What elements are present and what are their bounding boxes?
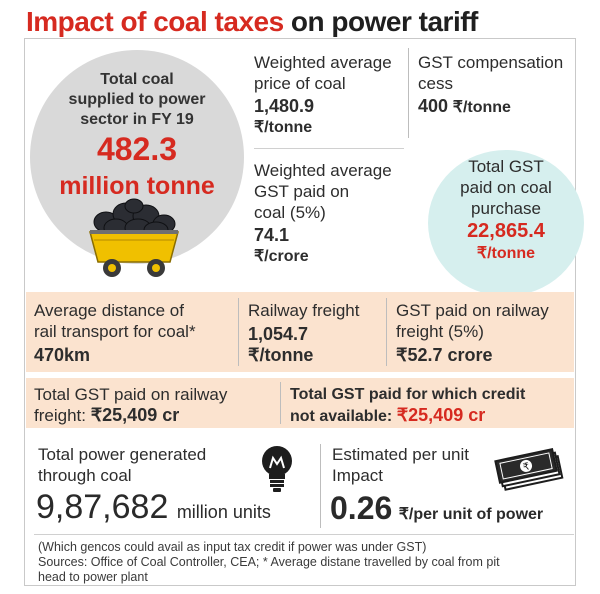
total-gst-railway-value: ₹25,409 cr [90, 405, 180, 425]
gst-cess-value: 400 [418, 96, 449, 116]
total-gst-coal-block: Total GST paid on coal purchase 22,865.4… [430, 156, 582, 264]
gst-no-credit-label-1: Total GST paid for which credit [290, 386, 526, 403]
weighted-gst-label-2: GST paid on [254, 182, 350, 201]
total-gst-railway-label-2: freight: [34, 406, 91, 425]
avg-distance-value: 470km [34, 345, 91, 365]
coal-supplied-value: 482.3 [96, 131, 178, 167]
total-gst-railway-label-1: Total GST paid on railway [34, 385, 228, 404]
gst-no-credit-label-2: not available: [290, 408, 397, 425]
rail-transport-band [26, 292, 574, 372]
total-gst-coal-label-3: purchase [471, 199, 541, 218]
avg-distance-label-2: rail transport for coal* [34, 322, 196, 341]
per-unit-impact-label-2: Impact [332, 466, 384, 485]
gst-cess-label-1: GST compensation [418, 53, 564, 72]
divider-band-2 [386, 298, 387, 366]
coal-cart-icon [86, 198, 182, 280]
power-generated-value-row: 9,87,682 million units [36, 488, 271, 526]
coal-supplied-label-1: Total coal [100, 71, 174, 88]
weighted-price-block: Weighted average price of coal 1,480.9 ₹… [254, 52, 392, 138]
gst-cess-unit: ₹/tonne [452, 99, 511, 116]
railway-freight-value: 1,054.7 [248, 324, 309, 344]
railway-freight-unit: ₹/tonne [248, 345, 314, 365]
gst-railway-label-2: freight (5%) [396, 322, 484, 341]
footnotes: (Which gencos could avail as input tax c… [38, 540, 500, 585]
gst-railway-block: GST paid on railway freight (5%) ₹52.7 c… [396, 300, 549, 366]
gst-no-credit-block: Total GST paid for which credit not avai… [290, 384, 525, 427]
power-generated-value: 9,87,682 [36, 488, 169, 526]
page-title: Impact of coal taxes on power tariff [26, 6, 478, 38]
total-gst-coal-value: 22,865.4 [467, 220, 545, 242]
weighted-price-value: 1,480.9 [254, 96, 315, 116]
per-unit-impact-block: Estimated per unit Impact [332, 444, 469, 486]
weighted-gst-label-1: Weighted average [254, 161, 392, 180]
rupee-notes-icon: ₹ [494, 444, 568, 496]
footnote-3: head to power plant [38, 570, 148, 584]
title-rest: on power tariff [283, 6, 478, 37]
divider-mid [254, 148, 404, 149]
power-generated-unit: million units [176, 502, 271, 522]
infographic-frame [24, 38, 576, 586]
power-generated-label-1: Total power generated [38, 445, 207, 464]
weighted-gst-block: Weighted average GST paid on coal (5%) 7… [254, 160, 392, 267]
total-gst-coal-label-2: paid on coal [460, 178, 552, 197]
weighted-price-unit: ₹/tonne [254, 119, 313, 136]
gst-railway-label-1: GST paid on railway [396, 301, 549, 320]
gst-railway-value: ₹52.7 crore [396, 345, 493, 365]
divider-notes [34, 534, 574, 535]
per-unit-impact-value: 0.26 [330, 490, 393, 526]
title-highlight: Impact of coal taxes [26, 6, 284, 37]
total-gst-coal-label-1: Total GST [468, 157, 544, 176]
divider-bottom [320, 444, 321, 528]
total-gst-coal-circle [428, 150, 584, 296]
weighted-price-label-2: price of coal [254, 74, 346, 93]
light-bulb-icon [258, 444, 296, 494]
per-unit-impact-label-1: Estimated per unit [332, 445, 470, 464]
gst-cess-block: GST compensation cess 400 ₹/tonne [418, 52, 563, 118]
footnote-1: (Which gencos could avail as input tax c… [38, 540, 427, 554]
gst-cess-label-2: cess [418, 74, 453, 93]
weighted-gst-label-3: coal (5%) [254, 203, 326, 222]
gst-totals-band [26, 378, 574, 428]
weighted-gst-value: 74.1 [254, 225, 290, 245]
railway-freight-label: Railway freight [248, 301, 360, 320]
coal-supplied-label: Total coal supplied to power sector in F… [40, 70, 234, 130]
avg-distance-block: Average distance of rail transport for c… [34, 300, 196, 366]
weighted-price-label-1: Weighted average [254, 53, 392, 72]
avg-distance-label-1: Average distance of [34, 301, 184, 320]
per-unit-impact-value-row: 0.26 ₹/per unit of power [330, 490, 543, 526]
power-generated-label-2: through coal [38, 466, 132, 485]
svg-text:₹: ₹ [522, 461, 531, 473]
power-generated-block: Total power generated through coal [38, 444, 206, 486]
footnote-2: Sources: Office of Coal Controller, CEA;… [38, 555, 500, 569]
divider-top [408, 48, 409, 138]
per-unit-impact-unit: ₹/per unit of power [398, 506, 544, 523]
gst-no-credit-value: ₹25,409 cr [396, 405, 486, 425]
total-gst-railway-block: Total GST paid on railway freight: ₹25,4… [34, 384, 227, 426]
total-gst-coal-unit: ₹/tonne [476, 245, 536, 262]
railway-freight-block: Railway freight 1,054.7 ₹/tonne [248, 300, 360, 366]
weighted-gst-unit: ₹/crore [254, 248, 309, 265]
coal-supplied-unit: million tonne [59, 172, 215, 200]
divider-band-1 [238, 298, 239, 366]
coal-supplied-label-3: sector in FY 19 [80, 111, 194, 128]
coal-supplied-label-2: supplied to power [68, 91, 206, 108]
divider-band-3 [280, 382, 281, 424]
